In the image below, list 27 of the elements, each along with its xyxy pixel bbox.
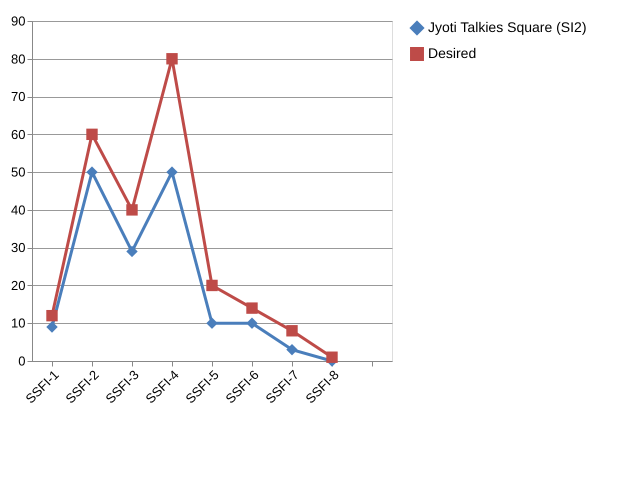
y-tick-label: 90 <box>11 14 26 28</box>
point <box>86 128 98 140</box>
y-tick-label: 70 <box>11 89 26 104</box>
legend-label: Desired <box>428 45 476 61</box>
point <box>286 344 298 356</box>
y-tick-label: 80 <box>11 51 26 66</box>
point <box>286 325 298 336</box>
point <box>206 318 218 329</box>
point <box>326 352 338 363</box>
point <box>206 280 218 292</box>
point <box>86 166 98 178</box>
point <box>166 53 178 64</box>
y-tick-label: 30 <box>11 240 26 256</box>
y-tick-label: 0 <box>18 354 26 368</box>
y-tick-label: 40 <box>11 202 26 218</box>
point <box>46 310 58 322</box>
y-tick-label: 60 <box>11 126 26 142</box>
y-tick-label: 10 <box>11 316 26 331</box>
y-tick-label: 50 <box>11 164 26 180</box>
point <box>46 321 58 333</box>
legend-label: Jyoti Talkies Square (SI2) <box>428 19 586 35</box>
point <box>126 204 138 216</box>
y-tick-label: 20 <box>11 278 26 293</box>
point <box>126 246 138 258</box>
point <box>166 166 178 178</box>
point <box>246 302 258 314</box>
point <box>246 318 258 329</box>
